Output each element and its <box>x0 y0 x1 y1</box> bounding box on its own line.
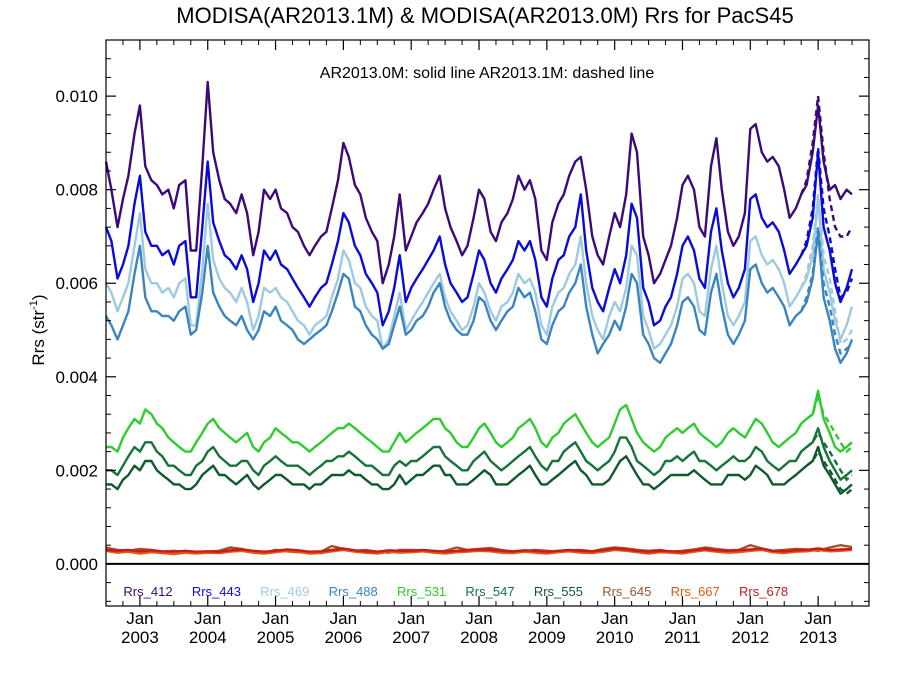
x-tick-label-month: Jan <box>194 609 221 628</box>
legend-entry-rrs-412: Rrs_412 <box>123 584 172 599</box>
x-tick-label-year: 2009 <box>528 628 566 647</box>
x-tick-label-year: 2004 <box>189 628 227 647</box>
x-tick-label-month: Jan <box>533 609 560 628</box>
y-tick-label: 0.004 <box>55 368 98 387</box>
x-tick-label-year: 2005 <box>257 628 295 647</box>
series-dashed-line-rrs-531 <box>805 391 853 454</box>
x-tick-label-month: Jan <box>397 609 424 628</box>
y-tick-label: 0.008 <box>55 181 98 200</box>
svg-text:Rrs (str-1): Rrs (str-1) <box>28 294 48 365</box>
y-tick-label: 0.010 <box>55 87 98 106</box>
x-tick-label-year: 2008 <box>460 628 498 647</box>
legend-entry-rrs-678: Rrs_678 <box>739 584 788 599</box>
x-tick-label-month: Jan <box>330 609 357 628</box>
x-tick-label-month: Jan <box>126 609 153 628</box>
series-dashed-line-rrs-469 <box>800 194 854 347</box>
x-tick-label-month: Jan <box>601 609 628 628</box>
series-dashed-line-rrs-412 <box>800 95 854 238</box>
x-tick-label-month: Jan <box>669 609 696 628</box>
x-tick-label-year: 2013 <box>799 628 837 647</box>
series-dashed-line-rrs-443 <box>800 147 854 300</box>
y-axis-label-close: ) <box>29 294 48 300</box>
series-line-rrs-412 <box>104 80 853 285</box>
x-tick-label-year: 2012 <box>731 628 769 647</box>
x-tick-label-year: 2011 <box>664 628 701 647</box>
y-axis-label: Rrs (str-1) <box>28 294 48 365</box>
series-lines <box>104 80 854 556</box>
tick-labels: 0.0000.0020.0040.0060.0080.010Jan2003Jan… <box>55 87 837 647</box>
axes <box>105 39 870 607</box>
x-tick-label-month: Jan <box>804 609 831 628</box>
y-tick-label: 0.006 <box>55 274 98 293</box>
legend: Rrs_412 Rrs_443 Rrs_469 Rrs_488 Rrs_531 Rrs_5… <box>123 584 788 599</box>
legend-entry-rrs-547: Rrs_547 <box>465 584 514 599</box>
legend-entry-rrs-531: Rrs_531 <box>397 584 446 599</box>
series-dashed-line-rrs-547 <box>805 430 853 482</box>
y-axis-label-text: Rrs (str <box>29 310 48 366</box>
x-tick-label-year: 2010 <box>596 628 634 647</box>
series-line-rrs-443 <box>104 151 854 327</box>
series-dashed-line-rrs-555 <box>805 449 853 496</box>
x-tick-label-year: 2007 <box>392 628 430 647</box>
plot-frame <box>105 39 870 607</box>
legend-entry-rrs-488: Rrs_488 <box>329 584 378 599</box>
y-tick-label: 0.002 <box>55 461 98 480</box>
series-dashed-line-rrs-488 <box>800 226 853 356</box>
x-tick-label-year: 2003 <box>121 628 159 647</box>
line-style-annotation: AR2013.0M: solid line AR2013.1M: dashed … <box>320 65 655 82</box>
series-line-rrs-667 <box>105 548 853 556</box>
x-tick-label-year: 2006 <box>324 628 362 647</box>
x-tick-label-month: Jan <box>262 609 289 628</box>
series-line-rrs-555 <box>106 445 853 495</box>
series-line-rrs-678 <box>105 547 853 553</box>
y-tick-label: 0.000 <box>55 555 98 574</box>
legend-entry-rrs-469: Rrs_469 <box>260 584 309 599</box>
legend-entry-rrs-667: Rrs_667 <box>671 584 720 599</box>
y-axis-label-superscript: -1 <box>28 300 40 310</box>
series-line-rrs-531 <box>106 389 853 453</box>
series-line-rrs-488 <box>104 230 854 364</box>
chart-title: MODISA(AR2013.1M) & MODISA(AR2013.0M) Rr… <box>176 3 793 28</box>
legend-entry-rrs-443: Rrs_443 <box>192 584 241 599</box>
x-tick-label-month: Jan <box>737 609 764 628</box>
series-line-rrs-547 <box>106 427 853 481</box>
x-tick-label-month: Jan <box>465 609 492 628</box>
legend-entry-rrs-555: Rrs_555 <box>534 584 583 599</box>
series-line-rrs-469 <box>104 197 854 350</box>
legend-entry-rrs-645: Rrs_645 <box>602 584 651 599</box>
